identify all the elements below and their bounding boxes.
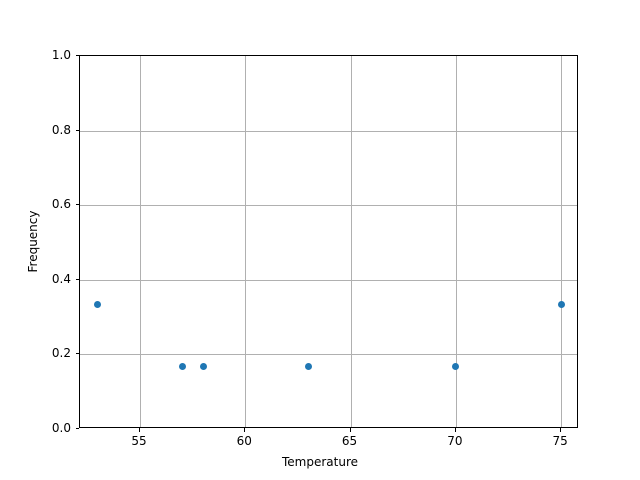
data-point (304, 363, 312, 371)
y-tick-mark (75, 204, 79, 206)
y-tick-label: 0.0 (51, 421, 71, 435)
gridline-x-55 (140, 56, 141, 427)
gridline-y-0.2 (80, 354, 577, 356)
plot-area (79, 55, 578, 428)
y-tick-label: 0.6 (51, 197, 71, 212)
gridline-y-0.6 (80, 205, 577, 207)
gridline-y-0.8 (80, 130, 577, 132)
data-point (557, 301, 565, 309)
x-tick-mark (139, 428, 140, 432)
y-tick-mark (75, 428, 79, 429)
y-tick-mark (75, 55, 79, 56)
y-tick-label: 0.4 (51, 271, 71, 286)
x-tick-mark (454, 428, 456, 432)
gridline-x-60 (245, 56, 247, 427)
y-axis-label: Frequency (26, 210, 40, 273)
data-point (199, 363, 207, 371)
x-tick-mark (244, 428, 246, 432)
x-tick-label: 70 (447, 434, 463, 448)
gridline-x-75 (561, 56, 563, 427)
data-point (178, 363, 186, 371)
y-tick-mark (75, 278, 79, 280)
x-tick-label: 60 (236, 434, 252, 448)
x-tick-mark (349, 428, 351, 432)
x-axis-label: Temperature (281, 455, 358, 469)
gridline-x-65 (350, 56, 352, 427)
x-tick-mark (560, 428, 562, 432)
y-tick-label: 0.8 (51, 122, 71, 137)
y-tick-label: 1.0 (51, 48, 71, 62)
x-tick-label: 65 (341, 434, 358, 448)
gridline-x-70 (455, 56, 457, 427)
data-point (94, 301, 102, 309)
gridline-y-0.4 (80, 279, 577, 281)
y-tick-label: 0.2 (51, 346, 71, 361)
y-tick-mark (75, 353, 79, 355)
data-point (452, 363, 460, 371)
x-tick-label: 75 (552, 434, 568, 448)
x-tick-label: 55 (131, 434, 147, 448)
y-tick-mark (75, 129, 79, 131)
